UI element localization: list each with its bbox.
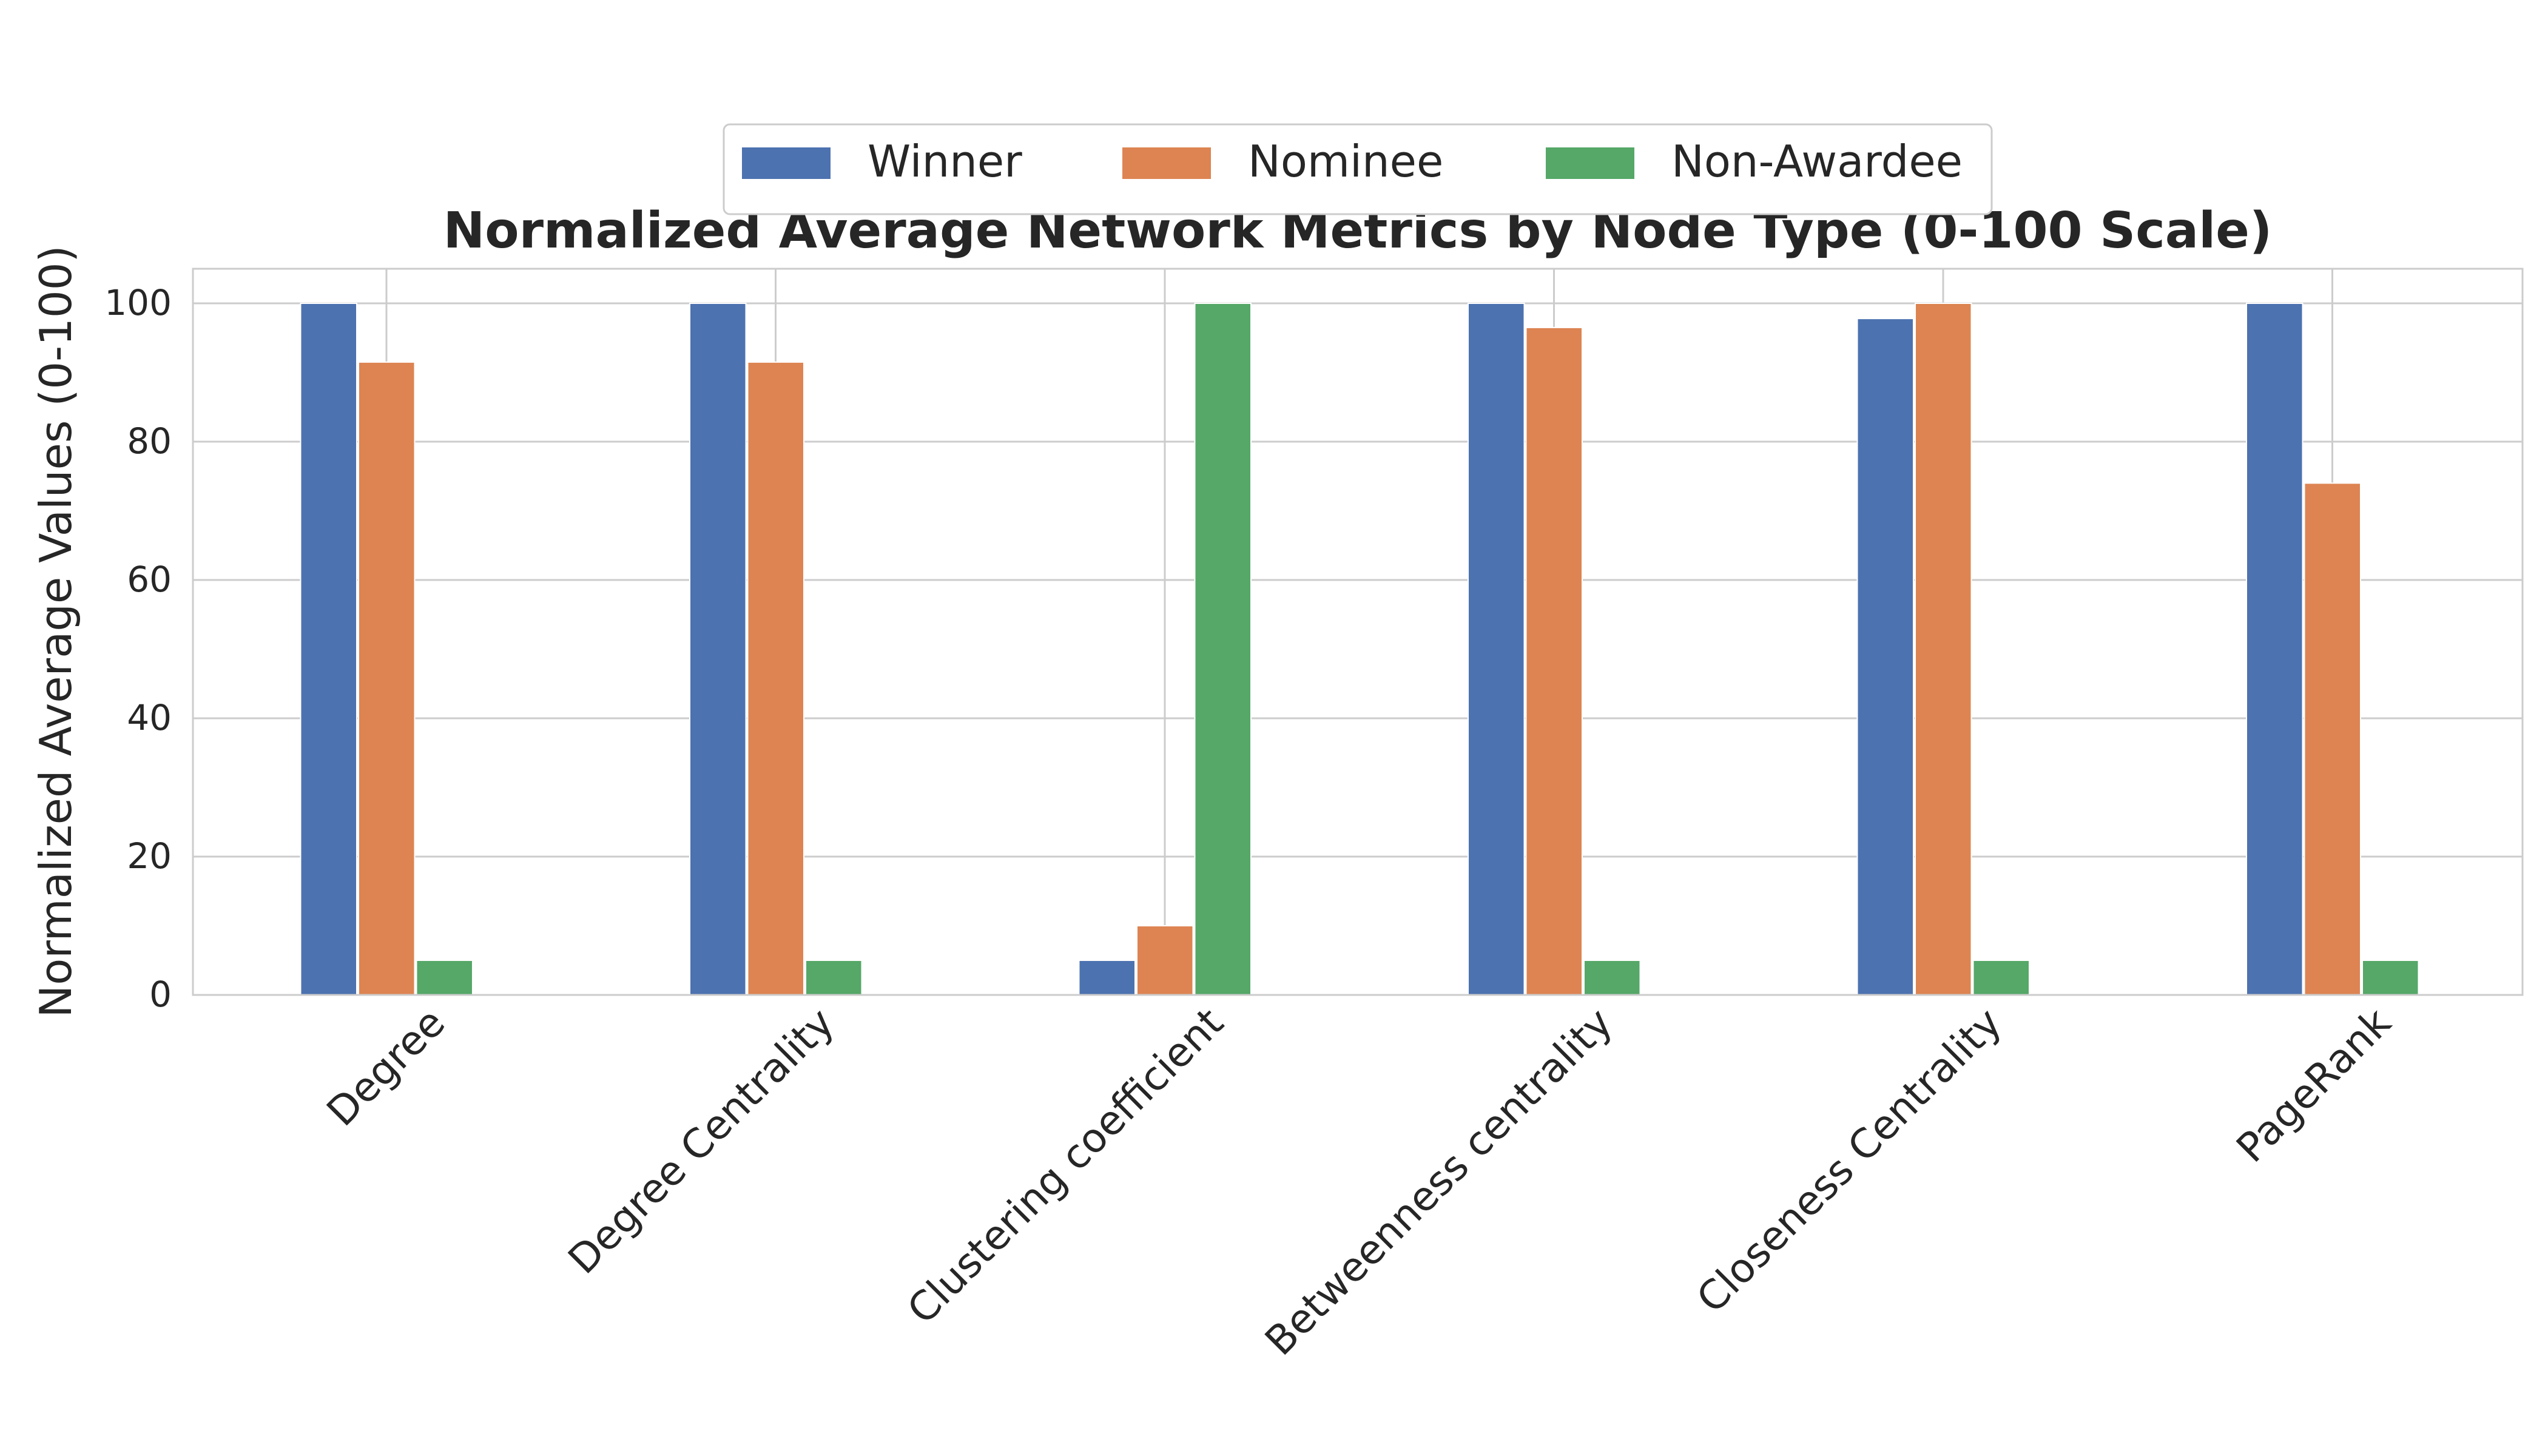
x-tick-label-degree-centrality: Degree Centrality (559, 999, 843, 1283)
bar-nominee-clustering-coefficient (1136, 925, 1194, 996)
y-tick-label: 60 (127, 559, 172, 600)
bar-winner-clustering-coefficient (1078, 960, 1136, 996)
legend-frame (723, 123, 1993, 215)
y-tick-label: 0 (149, 974, 172, 1015)
x-tick-labels: Degree Degree Centrality Clustering coeffi… (318, 999, 2400, 1364)
y-tick-label: 80 (127, 420, 172, 462)
x-tick-label-closeness-centrality: Closeness Centrality (1688, 999, 2010, 1322)
y-tick-label: 20 (127, 835, 172, 877)
bar-non-awardee-degree-centrality (805, 960, 863, 996)
bar-nominee-degree (358, 361, 416, 996)
bar-nominee-degree-centrality (747, 361, 804, 996)
bar-winner-pagerank (2246, 303, 2304, 996)
bar-non-awardee-degree (416, 960, 473, 996)
bar-non-awardee-betweenness-centrality (1583, 960, 1641, 996)
legend-swatch-winner (742, 147, 831, 179)
x-tick-label-clustering-coefficient: Clustering coefficient (898, 999, 1232, 1333)
legend-label-non-awardee: Non-Awardee (1671, 136, 1963, 187)
x-tick-label-degree: Degree (318, 999, 454, 1135)
x-tick-label-pagerank: PageRank (2228, 999, 2401, 1171)
x-tick-label-betweenness-centrality: Betweenness centrality (1256, 999, 1622, 1364)
legend-label-nominee: Nominee (1248, 136, 1443, 187)
grid-lines (193, 269, 2523, 996)
bar-nominee-closeness-centrality (1915, 303, 1972, 996)
y-tick-label: 40 (127, 697, 172, 738)
bar-non-awardee-pagerank (2362, 960, 2419, 996)
bar-nominee-pagerank (2304, 482, 2361, 996)
legend-swatch-nominee (1122, 147, 1211, 179)
bar-nominee-betweenness-centrality (1525, 326, 1583, 996)
bar-winner-degree-centrality (689, 303, 747, 996)
y-axis-label: Normalized Average Values (0-100) (30, 245, 81, 1017)
y-tick-labels: 0 20 40 60 80 100 (104, 282, 172, 1015)
legend-label-winner: Winner (868, 136, 1022, 187)
bar-winner-degree (300, 303, 357, 996)
legend-swatch-non-awardee (1546, 147, 1634, 179)
bar-winner-closeness-centrality (1856, 318, 1914, 996)
legend: Winner Nominee Non-Awardee (723, 123, 1993, 215)
y-tick-label: 100 (104, 282, 172, 323)
bars (300, 303, 2419, 996)
bar-winner-betweenness-centrality (1468, 303, 1525, 996)
bar-non-awardee-closeness-centrality (1972, 960, 2030, 996)
plot-frame (192, 268, 2524, 996)
bar-non-awardee-clustering-coefficient (1194, 303, 1252, 996)
